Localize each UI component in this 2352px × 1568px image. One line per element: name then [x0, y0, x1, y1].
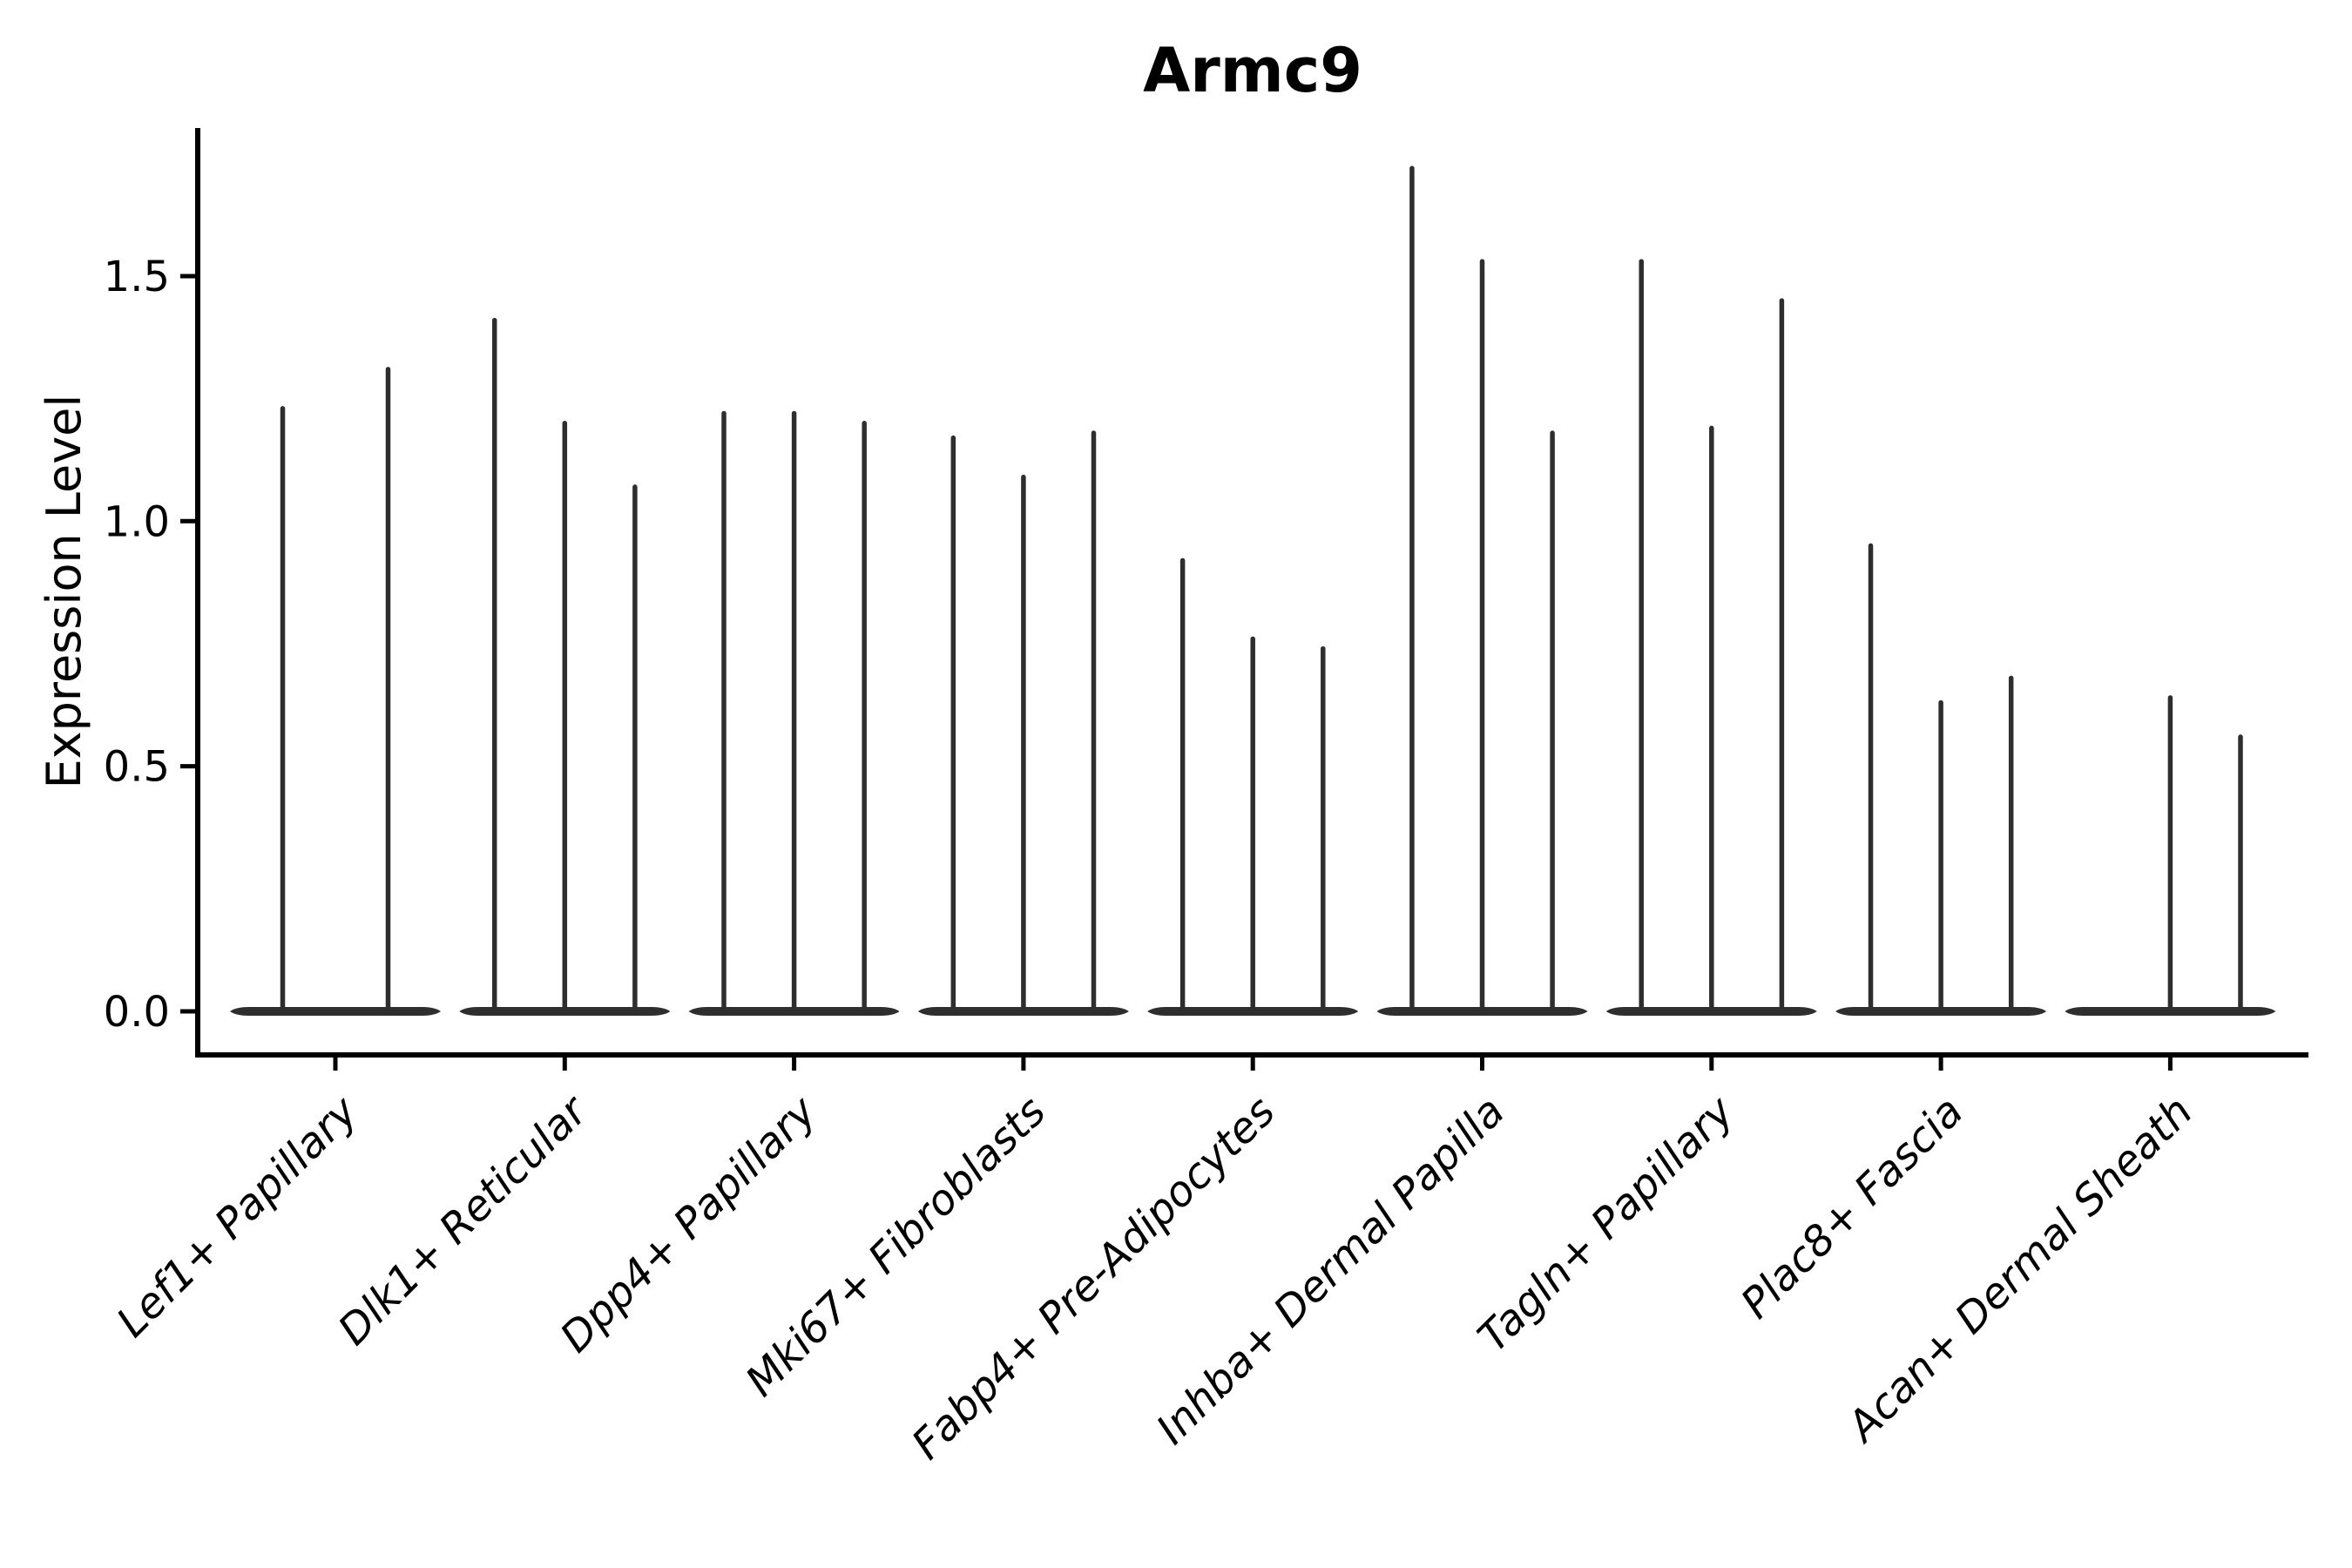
x-axis-label: Fabp4+ Pre-Adipocytes: [902, 1087, 1285, 1470]
x-axis-label: Dlk1+ Reticular: [329, 1085, 599, 1355]
y-axis-tick-label: 1.0: [104, 497, 170, 546]
x-axis-label: Lef1+ Papillary: [107, 1086, 368, 1347]
y-axis-tick-label: 0.0: [104, 988, 170, 1037]
x-axis-label: Dpp4+ Papillary: [551, 1086, 826, 1362]
chart-title: Armc9: [1143, 35, 1362, 106]
y-axis-tick-label: 1.5: [104, 253, 170, 301]
y-axis-layer: 0.0 0.5 1.0 1.5: [104, 253, 198, 1037]
y-axis-tick-label: 0.5: [104, 743, 170, 792]
x-axis-label: Tagln+ Papillary: [1469, 1086, 1744, 1362]
x-axis-label: Plac8+ Fascia: [1732, 1087, 1973, 1328]
violins-layer: [230, 166, 2276, 1016]
y-axis-title: Expression Level: [37, 395, 91, 789]
violin-base: [230, 1007, 441, 1016]
